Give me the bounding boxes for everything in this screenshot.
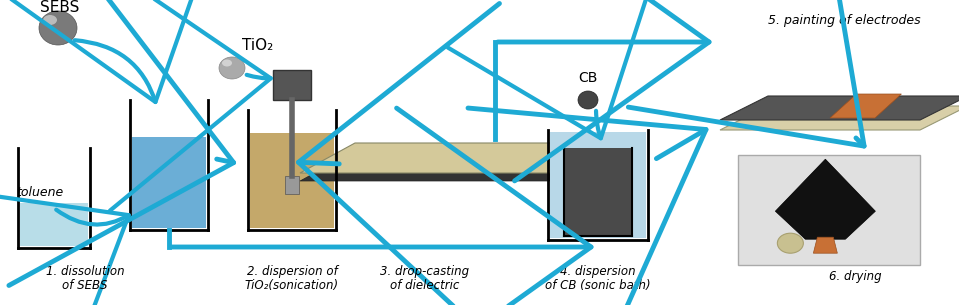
Polygon shape (830, 94, 901, 118)
Polygon shape (300, 151, 615, 181)
Text: of CB (sonic bath): of CB (sonic bath) (545, 279, 651, 292)
Text: of dielectric: of dielectric (390, 279, 459, 292)
Bar (564, 148, 632, 236)
Bar (250, 133, 334, 228)
Bar (20, 203, 88, 246)
Ellipse shape (778, 233, 804, 253)
Text: TiO₂: TiO₂ (242, 38, 273, 53)
Bar (550, 132, 646, 238)
Text: 3. drop-casting: 3. drop-casting (381, 265, 470, 278)
Polygon shape (776, 159, 876, 239)
Text: of SEBS: of SEBS (62, 279, 107, 292)
Text: 1. dissolution: 1. dissolution (46, 265, 125, 278)
Text: toluene: toluene (16, 186, 63, 199)
Polygon shape (813, 237, 837, 253)
Text: SEBS: SEBS (40, 1, 80, 16)
Polygon shape (720, 106, 959, 130)
Text: 4. dispersion: 4. dispersion (560, 265, 636, 278)
Ellipse shape (578, 91, 598, 109)
Bar (738, 155, 920, 265)
Polygon shape (300, 143, 615, 173)
Ellipse shape (43, 15, 57, 25)
Polygon shape (720, 96, 959, 120)
Text: 5. painting of electrodes: 5. painting of electrodes (768, 14, 921, 27)
Text: CB: CB (578, 71, 597, 85)
Bar (132, 137, 206, 228)
Bar (285, 176, 299, 194)
Ellipse shape (39, 11, 77, 45)
Text: 2. dispersion of: 2. dispersion of (246, 265, 338, 278)
Text: TiO₂(sonication): TiO₂(sonication) (245, 279, 339, 292)
Ellipse shape (222, 59, 232, 66)
Ellipse shape (219, 57, 245, 79)
Text: 6. drying: 6. drying (829, 270, 881, 283)
Bar (273, 70, 311, 100)
